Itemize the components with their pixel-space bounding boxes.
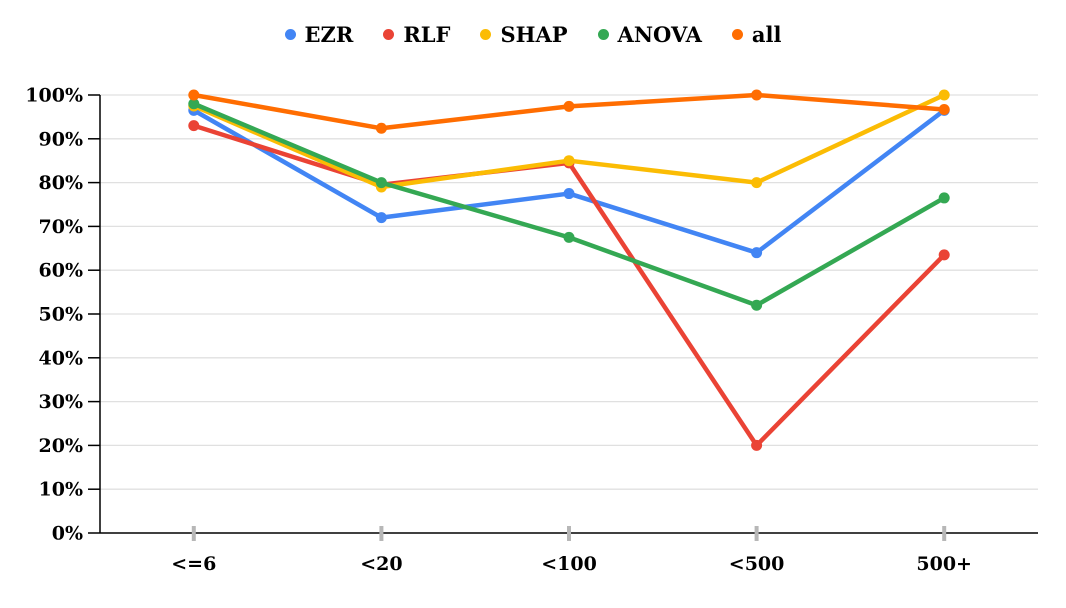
y-tick-label: 100% (25, 85, 83, 107)
y-tick-label: 60% (39, 260, 84, 282)
data-point-shap-3 (751, 177, 763, 189)
x-axis-ticks (191, 526, 947, 541)
legend-item-shap: SHAP (480, 22, 568, 47)
legend-label: RLF (403, 22, 451, 47)
data-point-anova-1 (375, 177, 387, 189)
series-anova (188, 98, 950, 311)
legend-item-rlf: RLF (383, 22, 450, 47)
legend-item-ezr: EZR (284, 22, 354, 47)
data-point-all-4 (938, 103, 950, 115)
y-tick-label: 40% (39, 347, 84, 369)
legend-label: all (751, 22, 782, 47)
y-tick-label: 0% (52, 523, 83, 545)
x-tick-label: 500+ (916, 553, 972, 575)
data-point-anova-2 (563, 231, 575, 243)
data-point-anova-0 (188, 98, 200, 110)
x-tick-label: <500 (729, 553, 785, 575)
data-point-all-0 (188, 89, 200, 101)
legend-swatch-icon (284, 29, 296, 40)
data-point-rlf-3 (751, 439, 763, 451)
data-point-all-3 (751, 89, 763, 101)
data-point-rlf-0 (188, 120, 200, 132)
y-tick-label: 20% (39, 435, 84, 457)
legend-swatch-icon (597, 29, 609, 40)
data-point-ezr-1 (375, 212, 387, 224)
data-point-shap-2 (563, 155, 575, 167)
x-tick-label: <=6 (171, 553, 216, 575)
y-gridlines (100, 94, 1038, 490)
legend-swatch-icon (383, 29, 395, 40)
y-tick-label: 90% (39, 128, 84, 150)
y-axis-labels: 0% 10% 20% 30% 40% 50% 60% 70% 80% 90% 100% (25, 85, 83, 545)
series-line-ezr (191, 108, 947, 255)
legend-label: ANOVA (617, 22, 702, 47)
y-axis-ticks (88, 94, 100, 534)
y-tick-label: 50% (39, 304, 84, 326)
y-tick-label: 30% (39, 391, 84, 413)
data-point-ezr-2 (563, 188, 575, 200)
x-tick-label: <100 (541, 553, 597, 575)
data-point-anova-4 (938, 192, 950, 204)
legend-item-anova: ANOVA (597, 22, 702, 47)
y-tick-label: 80% (39, 172, 84, 194)
legend-swatch-icon (480, 29, 492, 40)
legend-label: EZR (304, 22, 354, 47)
data-point-rlf-4 (938, 249, 950, 261)
x-tick-label: <20 (360, 553, 402, 575)
data-point-all-2 (563, 100, 575, 112)
legend-label: SHAP (500, 22, 568, 47)
y-tick-label: 70% (39, 216, 84, 238)
legend-swatch-icon (731, 29, 743, 40)
chart-legend: EZR RLF SHAP ANOVA all (0, 22, 1066, 47)
series-all (188, 89, 950, 134)
y-tick-label: 10% (39, 479, 84, 501)
data-point-shap-4 (938, 89, 950, 101)
data-point-ezr-3 (751, 247, 763, 259)
legend-item-all: all (731, 22, 782, 47)
data-point-anova-3 (751, 299, 763, 311)
x-axis-labels: <=6 <20 <100 <500 500+ (171, 553, 972, 575)
data-point-all-1 (375, 122, 387, 134)
series-line-anova (191, 101, 947, 308)
